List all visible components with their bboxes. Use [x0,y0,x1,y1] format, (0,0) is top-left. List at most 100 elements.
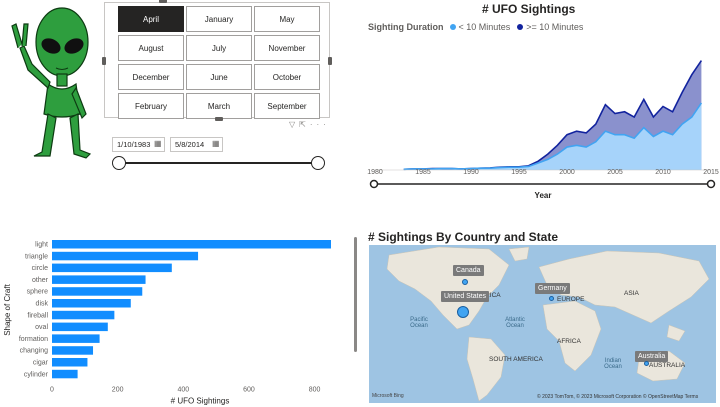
more-options-icon[interactable]: ··· [309,120,330,129]
calendar-icon[interactable]: ▦ [154,139,162,148]
resize-handle-bottom[interactable] [215,117,223,121]
category-label: cigar [33,360,49,367]
map-label-asia: ASIA [624,290,639,297]
bar [52,287,143,296]
month-button[interactable]: July [186,35,252,61]
map-title: # Sightings By Country and State [368,230,559,244]
month-button[interactable]: December [118,64,184,90]
map-label-indian: Indian Ocean [604,358,622,370]
end-date-field[interactable]: 5/8/2014 [170,137,223,152]
legend-dot-short [449,24,456,30]
shape-bar-chart: light triangle circle other sphere disk fireba… [3,240,331,406]
slicer-toolbar: ▽⇱··· [289,120,330,129]
bar [52,358,88,367]
x-tick-label: 0 [50,387,54,394]
month-button[interactable]: June [186,64,252,90]
resize-handle-top[interactable] [159,0,167,3]
bing-logo: Microsoft Bing [372,393,404,399]
map-tag-australia[interactable]: Australia [635,351,669,362]
year-range-start-handle [369,179,379,189]
bar [52,369,78,379]
map-bubble-germany[interactable] [549,296,554,301]
month-slicer: April January May August July November Decembe… [102,0,332,121]
legend-item-short[interactable]: < 10 Minutes [458,22,511,32]
end-date-value: 5/8/2014 [175,140,205,149]
category-label: disk [36,301,49,308]
category-label: circle [32,265,48,272]
start-date-field[interactable]: 1/10/1983 [112,137,165,152]
x-tick-label: 1980 [367,169,383,176]
category-label: other [32,277,49,284]
map-bubble-australia[interactable] [644,361,649,366]
category-label: fireball [27,312,48,319]
date-range-track[interactable] [119,162,319,164]
year-range-end-handle [706,179,716,189]
bar [52,346,94,355]
range-start-handle[interactable] [112,156,126,170]
map-label-atlantic: Atlantic Ocean [505,317,525,329]
range-end-handle[interactable] [311,156,325,170]
month-button[interactable]: February [118,93,184,119]
category-label: oval [35,324,48,331]
x-tick-label: 2015 [703,169,719,176]
month-button[interactable]: March [186,93,252,119]
map-label-australia: AUSTRALIA [649,362,686,369]
legend-dot-long [517,24,524,30]
x-tick-label: 200 [112,387,124,394]
month-button[interactable]: January [186,6,252,32]
bar-chart-scrollbar[interactable] [354,237,357,352]
category-label: cylinder [24,371,49,378]
x-tick-label: 400 [177,387,189,394]
month-button[interactable]: November [254,35,320,61]
x-tick-label: 1990 [463,169,479,176]
bar [52,275,146,284]
month-button[interactable]: September [254,93,320,119]
resize-handle-right[interactable] [328,57,332,65]
start-date-value: 1/10/1983 [117,140,151,149]
area-short-duration [403,102,702,170]
category-label: changing [20,348,49,355]
category-label: sphere [27,289,49,296]
calendar-icon[interactable]: ▦ [212,139,220,148]
x-tick-label: 1985 [415,169,431,176]
bar [52,334,100,343]
map-tag-united-states[interactable]: United States [441,291,490,302]
month-button[interactable]: October [254,64,320,90]
bar [52,240,331,249]
x-tick-label: 800 [309,387,321,394]
legend-title: Sighting Duration [368,22,444,32]
x-axis-title: Year [535,191,552,200]
map-tag-germany[interactable]: Germany [535,283,570,294]
legend-item-long[interactable]: >= 10 Minutes [526,22,584,32]
map-label-europe: EUROPE [557,296,585,303]
sightings-map[interactable]: AMERICA EUROPE ASIA AFRICA SOUTH AMERICA… [369,245,716,403]
map-bubble-united-states[interactable] [457,306,469,318]
map-attribution: © 2023 TomTom, © 2023 Microsoft Corporat… [537,394,699,400]
month-button[interactable]: April [118,6,184,32]
y-axis-title: Shape of Craft [3,283,12,335]
month-grid: April January May August July November Decembe… [118,6,320,119]
category-label: triangle [25,253,48,260]
x-axis-title: # UFO Sightings [171,397,230,406]
filter-icon[interactable]: ▽ [289,120,300,129]
map-label-south-america: SOUTH AMERICA [489,356,543,363]
x-tick-label: 600 [243,387,255,394]
bar [52,310,115,320]
map-label-pacific: Pacific Ocean [410,317,428,329]
resize-handle-left[interactable] [102,57,106,65]
category-label: formation [19,336,48,343]
focus-mode-icon[interactable]: ⇱ [299,120,310,129]
month-button[interactable]: August [118,35,184,61]
line-short-duration [403,102,703,171]
map-bubble-canada[interactable] [462,279,468,285]
alien-image [11,7,92,159]
bar [52,263,172,273]
line-chart-legend: Sighting Duration < 10 Minutes >= 10 Min… [368,22,583,32]
month-button[interactable]: May [254,6,320,32]
x-tick-label: 1995 [511,169,527,176]
bar [52,322,108,332]
map-tag-canada[interactable]: Canada [453,265,484,276]
line-chart-title: # UFO Sightings [482,2,576,16]
bar [52,299,131,308]
ufo-sightings-area-chart: 1980 1985 1990 1995 2000 2005 2010 2015 Year [367,60,719,200]
